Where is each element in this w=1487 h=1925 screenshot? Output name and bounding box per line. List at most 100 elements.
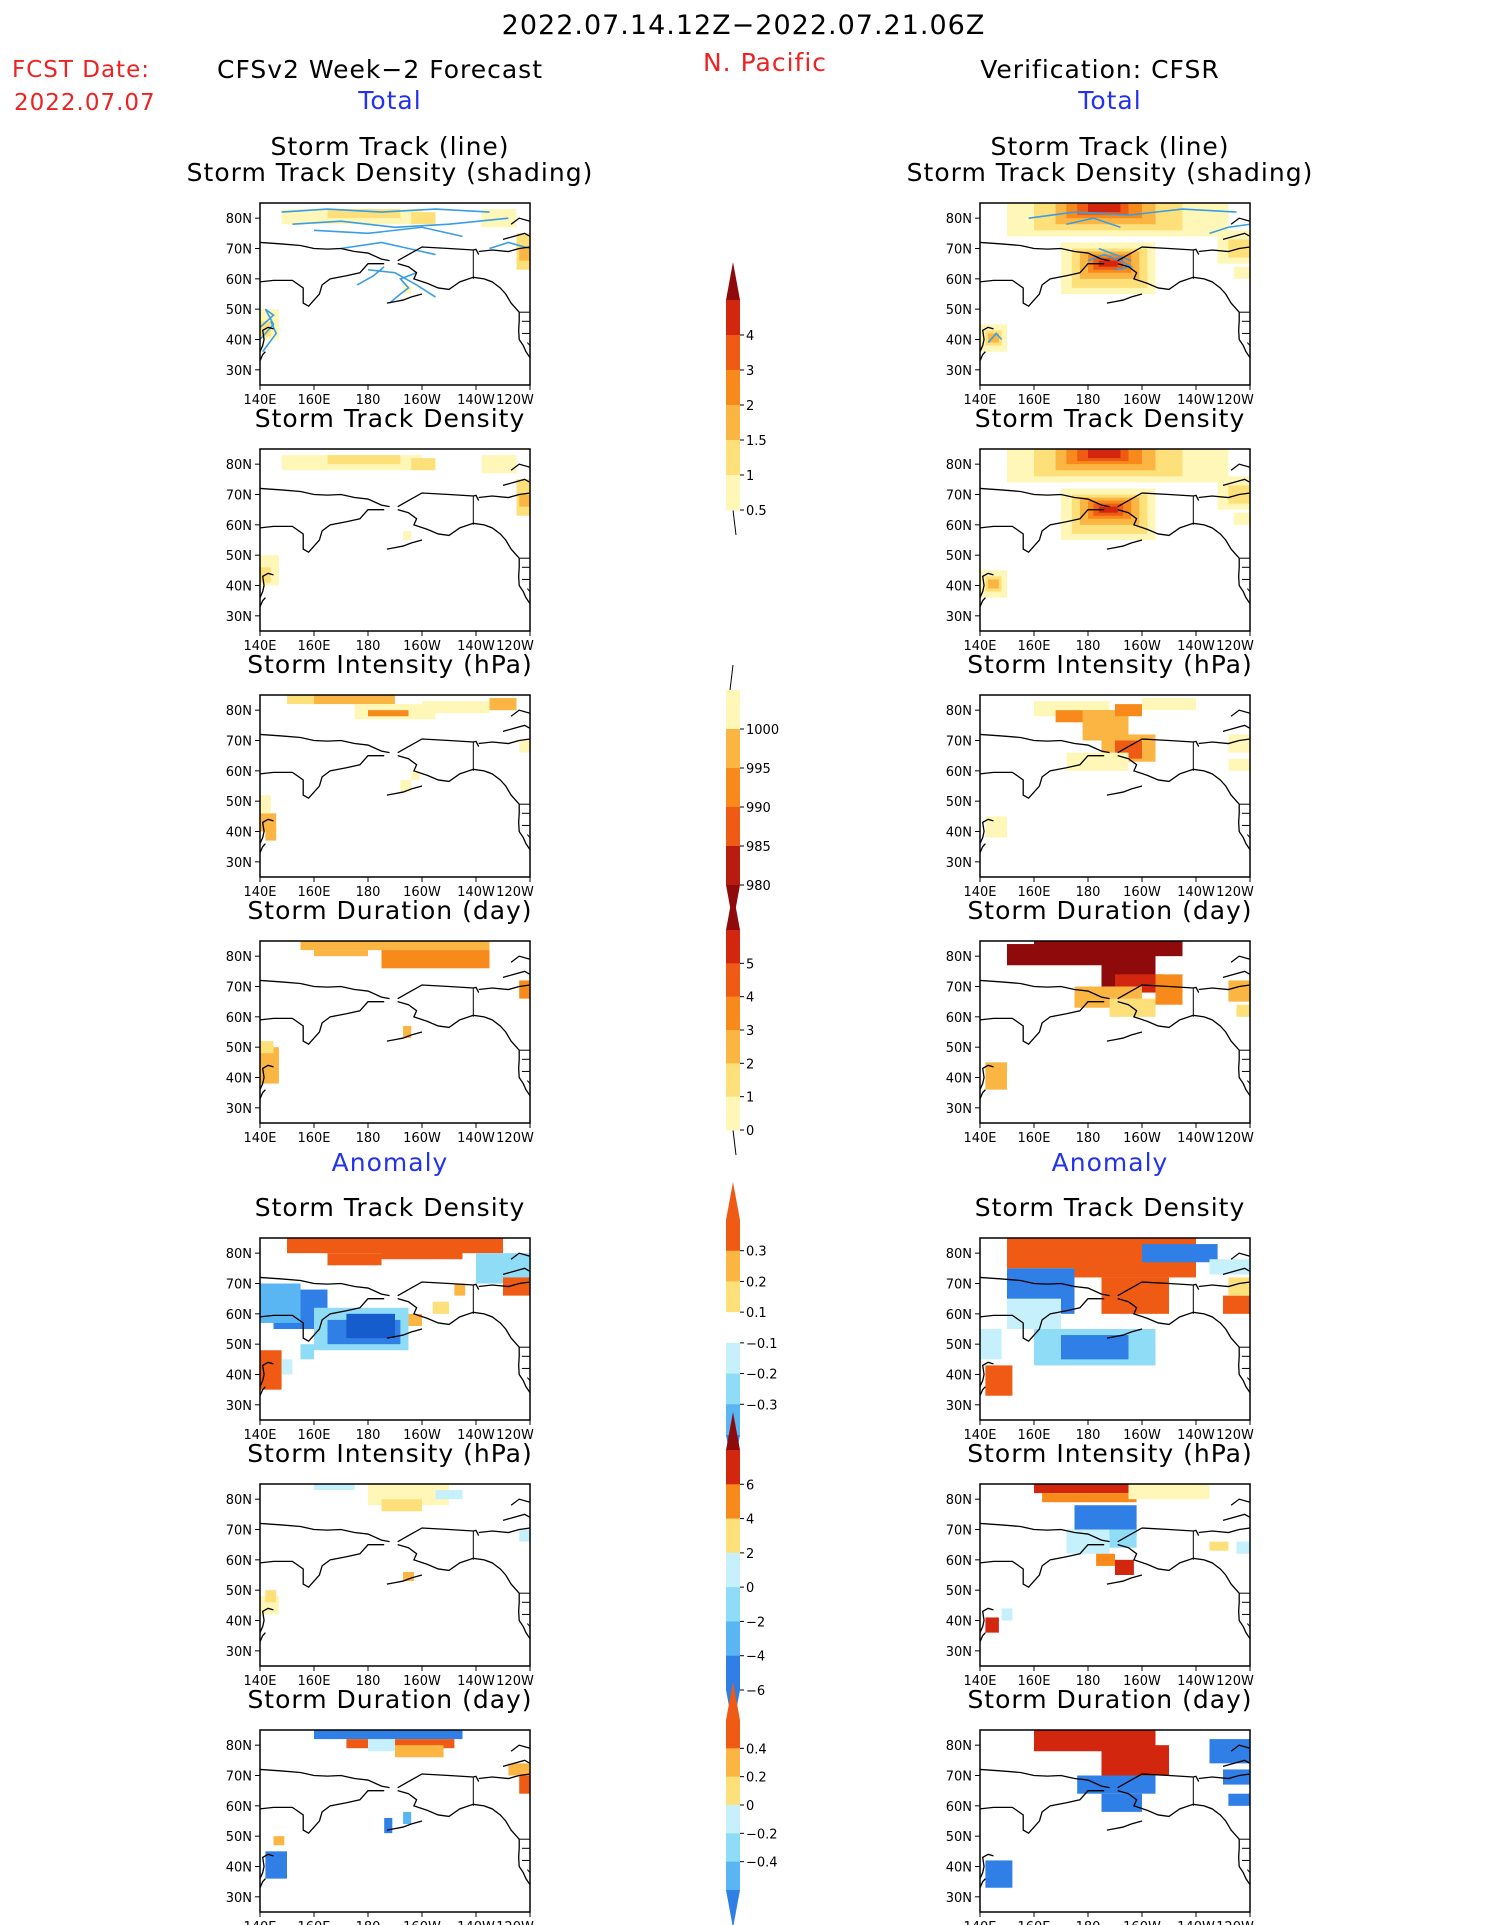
border-line [1203, 1805, 1213, 1810]
lat-tick-label: 50N [946, 1041, 972, 1056]
coastline [478, 246, 531, 253]
coastline [397, 246, 480, 262]
lat-tick-label: 50N [946, 795, 972, 810]
coastline [397, 1790, 520, 1840]
lon-tick-label: 160W [1123, 1131, 1161, 1146]
coastline [979, 509, 1105, 553]
shade-cell [287, 695, 314, 705]
lat-tick-label: 30N [946, 610, 972, 625]
left-anom-duration-title: Storm Duration (day) [247, 1685, 533, 1714]
colorbar-label: 985 [746, 840, 771, 855]
lon-tick-label: 180 [1076, 393, 1101, 408]
right-anom-density-title: Storm Track Density [974, 1193, 1246, 1222]
coastline [1238, 1347, 1251, 1394]
shade-cell [1096, 1553, 1115, 1566]
colorbar-label: −0.3 [746, 1398, 778, 1413]
coastline [1230, 463, 1251, 471]
coastline [518, 1347, 531, 1394]
colorbar-label: −0.2 [746, 1827, 778, 1842]
lat-tick-label: 30N [946, 1645, 972, 1660]
shading-layer [985, 698, 1250, 838]
forecast-total-intensity: 80N 70N 60N 50N 40N 30N 140E 160E 180 160W 140W 120… [226, 694, 534, 900]
period-title: 2022.07.14.12Z−2022.07.21.06Z [501, 10, 986, 41]
lon-tick-label: 140W [457, 1131, 495, 1146]
shade-cell [985, 816, 1007, 838]
left-anomaly-label: Anomaly [331, 1148, 449, 1177]
shade-cell [985, 1860, 1013, 1888]
coastline [1198, 1773, 1251, 1780]
lon-tick-label: 180 [356, 885, 381, 900]
shade-cell [1155, 974, 1183, 1005]
lon-tick-label: 140E [243, 1428, 276, 1443]
colorbar-arrow-top [726, 892, 740, 930]
colorbar-segment [726, 1748, 740, 1778]
border-line [1203, 278, 1213, 283]
coastline [1117, 1790, 1240, 1840]
coastline [1117, 1298, 1240, 1348]
storm-track-line [1209, 223, 1251, 235]
colorbar-segment [726, 1281, 740, 1313]
shade-cell [260, 1350, 282, 1390]
shading-layer [265, 1730, 530, 1879]
shade-cell [368, 710, 409, 717]
shade-cell [1115, 704, 1142, 717]
lat-tick-label: 40N [226, 826, 252, 841]
lat-tick-label: 60N [946, 1308, 972, 1323]
lon-tick-label: 140W [1177, 1674, 1215, 1689]
lat-tick-label: 70N [226, 981, 252, 996]
lon-tick-label: 180 [356, 1131, 381, 1146]
shade-cell [1128, 1484, 1210, 1500]
left-density-title: Storm Track Density [254, 404, 526, 433]
lat-tick-label: 30N [946, 1399, 972, 1414]
shade-cell [432, 1301, 449, 1314]
storm-track-line [262, 320, 278, 353]
coastline [478, 1773, 531, 1780]
lat-tick-label: 80N [946, 458, 972, 473]
map-frame [979, 1483, 1251, 1667]
lon-tick-label: 120W [1216, 393, 1254, 408]
left-anom-density-title: Storm Track Density [254, 1193, 526, 1222]
coastline [1117, 246, 1200, 262]
lon-tick-label: 140E [963, 393, 996, 408]
shading-layer [980, 1238, 1250, 1396]
shade-cell [281, 1359, 293, 1375]
shade-cell [519, 1529, 530, 1542]
colorbar-anom-duration: 0.4 0.2 0 −0.2 −0.4 [726, 1682, 778, 1925]
coastline [1230, 1744, 1251, 1752]
coastline [259, 1853, 274, 1879]
coastline [259, 487, 390, 508]
lat-tick-label: 30N [946, 364, 972, 379]
lon-tick-label: 160W [403, 639, 441, 654]
shade-cell [384, 1817, 393, 1834]
colorbar-total-duration: 5 4 3 2 1 0 [726, 892, 754, 1156]
shade-cell [1209, 1541, 1229, 1551]
shade-cell [1223, 1295, 1250, 1314]
lat-tick-label: 50N [226, 1830, 252, 1845]
border-line [1203, 1559, 1213, 1564]
coastline [397, 509, 520, 559]
shading-layer [260, 209, 530, 340]
coastline [259, 1089, 266, 1099]
right-model-label: Verification: CFSR [980, 55, 1220, 84]
colorbar-segment [726, 440, 740, 476]
colorbar-label: −4 [746, 1650, 765, 1665]
right-duration-title: Storm Duration (day) [967, 896, 1253, 925]
lon-tick-label: 180 [1076, 885, 1101, 900]
coastline [397, 984, 480, 1000]
lon-tick-label: 160W [1123, 1920, 1161, 1925]
coastline [1117, 984, 1200, 1000]
lat-tick-label: 50N [946, 549, 972, 564]
lat-tick-label: 60N [226, 273, 252, 288]
lat-tick-label: 60N [226, 1011, 252, 1026]
map-frame [259, 1483, 531, 1667]
shade-cell [1101, 1745, 1169, 1776]
lon-tick-label: 180 [1076, 1674, 1101, 1689]
colorbar-label: 0 [746, 1799, 754, 1814]
shade-cell [489, 698, 517, 711]
lon-tick-label: 180 [356, 1428, 381, 1443]
coastline [386, 539, 423, 550]
lat-tick-label: 60N [946, 765, 972, 780]
coastline [1222, 1267, 1251, 1276]
lat-tick-label: 60N [226, 1800, 252, 1815]
lon-tick-label: 160W [1123, 393, 1161, 408]
